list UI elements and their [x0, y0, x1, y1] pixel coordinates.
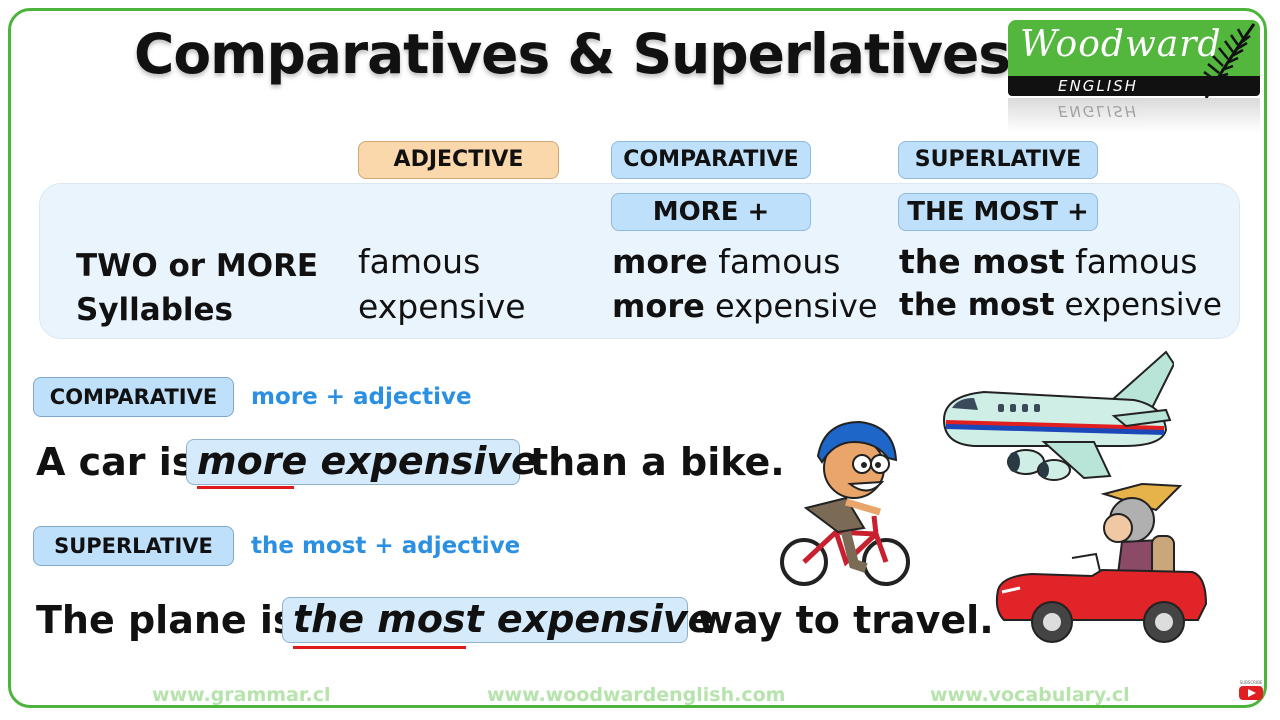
- comparative-highlight: more expensive: [186, 439, 537, 485]
- footer-link-vocabulary[interactable]: www.vocabulary.cl: [930, 684, 1130, 706]
- comparative-word: expensive: [714, 287, 878, 325]
- footer-link-grammar[interactable]: www.grammar.cl: [152, 684, 331, 706]
- adjective-cell: expensive: [358, 287, 526, 326]
- header-superlative: SUPERLATIVE: [898, 141, 1098, 179]
- comparative-formula: more + adjective: [251, 384, 472, 410]
- boy-on-bike-illustration: [780, 420, 910, 586]
- subscribe-button[interactable]: SUBSCRIBE: [1238, 680, 1264, 702]
- rule-more: MORE +: [611, 193, 811, 231]
- superlative-cell: the most famous: [899, 242, 1197, 281]
- slide-frame: [8, 8, 1267, 708]
- comparative-cell: more famous: [612, 242, 841, 281]
- airplane-illustration: [942, 350, 1174, 481]
- superlative-prefix: the most: [899, 242, 1065, 281]
- superlative-sentence-end: way to travel.: [698, 598, 994, 642]
- superlative-prefix: the most: [899, 287, 1055, 323]
- logo-reflection-text: ENGLISH: [1058, 102, 1138, 120]
- comparative-underline: [197, 486, 294, 489]
- car-illustration: [995, 482, 1208, 643]
- superlative-word: famous: [1075, 242, 1198, 281]
- header-comparative: COMPARATIVE: [611, 141, 811, 179]
- woodward-logo[interactable]: Woodward ENGLISH ENGLISH: [1008, 20, 1260, 132]
- logo-black-band: [1008, 76, 1260, 96]
- footer-link-woodward[interactable]: www.woodwardenglish.com: [487, 684, 786, 706]
- superlative-sentence-start: The plane is: [36, 598, 296, 642]
- superlative-formula: the most + adjective: [251, 533, 521, 559]
- logo-reflection: ENGLISH: [1008, 98, 1260, 132]
- row-label-line2: Syllables: [76, 292, 233, 328]
- comparative-sentence-end: than a bike.: [530, 440, 785, 484]
- logo-green-band: [1008, 20, 1260, 76]
- comparative-tag: COMPARATIVE: [33, 377, 234, 417]
- superlative-tag: SUPERLATIVE: [33, 526, 234, 566]
- comparative-prefix: more: [612, 287, 705, 325]
- logo-brand-text: Woodward: [1020, 24, 1222, 65]
- adjective-cell: famous: [358, 242, 481, 281]
- row-label-line1: TWO or MORE: [76, 248, 319, 284]
- comparative-word: famous: [718, 242, 841, 281]
- superlative-underline: [293, 646, 466, 649]
- comparative-cell: more expensive: [612, 287, 878, 325]
- header-adjective: ADJECTIVE: [358, 141, 559, 179]
- subscribe-label: SUBSCRIBE: [1239, 680, 1263, 685]
- superlative-highlight: the most expensive: [282, 597, 713, 643]
- rule-the-most: THE MOST +: [898, 193, 1098, 231]
- logo-subtitle: ENGLISH: [1058, 77, 1138, 95]
- superlative-cell: the most expensive: [899, 287, 1222, 323]
- comparative-prefix: more: [612, 242, 708, 281]
- superlative-word: expensive: [1064, 287, 1222, 323]
- page-title: Comparatives & Superlatives: [134, 22, 1011, 86]
- comparative-sentence-start: A car is: [36, 440, 195, 484]
- youtube-icon: [1239, 686, 1263, 700]
